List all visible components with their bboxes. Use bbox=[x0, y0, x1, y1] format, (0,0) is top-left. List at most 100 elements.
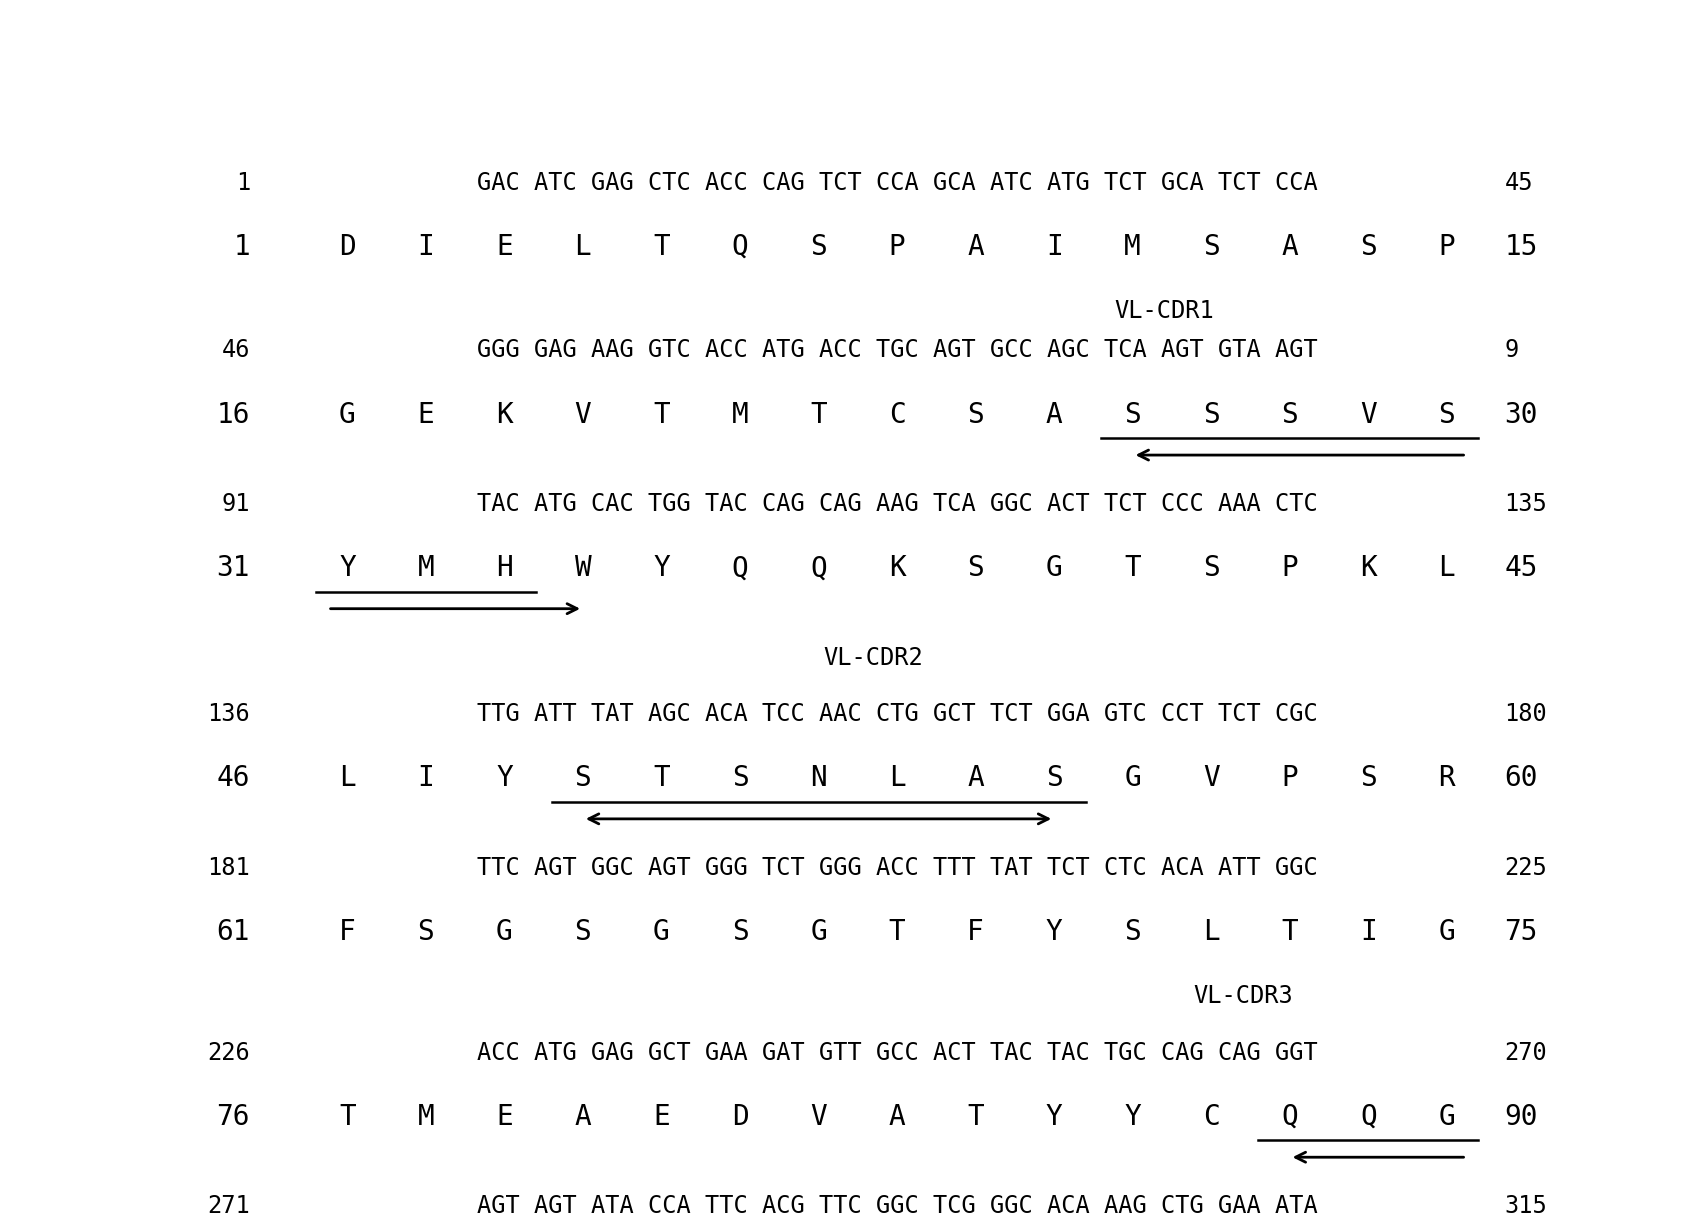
Text: TTC AGT GGC AGT GGG TCT GGG ACC TTT TAT TCT CTC ACA ATT GGC: TTC AGT GGC AGT GGG TCT GGG ACC TTT TAT … bbox=[477, 856, 1317, 880]
Text: 46: 46 bbox=[222, 339, 250, 362]
Text: E: E bbox=[496, 1103, 513, 1131]
Text: Q: Q bbox=[1281, 1103, 1298, 1131]
Text: S: S bbox=[731, 764, 748, 792]
Text: K: K bbox=[889, 554, 905, 583]
Text: F: F bbox=[968, 918, 983, 946]
Text: T: T bbox=[889, 918, 905, 946]
Text: Y: Y bbox=[1125, 1103, 1142, 1131]
Text: 9: 9 bbox=[1505, 339, 1518, 362]
Text: S: S bbox=[809, 233, 826, 261]
Text: G: G bbox=[1438, 918, 1455, 946]
Text: 15: 15 bbox=[1505, 233, 1539, 261]
Text: G: G bbox=[1046, 554, 1063, 583]
Text: 226: 226 bbox=[208, 1040, 250, 1065]
Text: M: M bbox=[417, 554, 435, 583]
Text: V: V bbox=[1203, 764, 1220, 792]
Text: GGG GAG AAG GTC ACC ATG ACC TGC AGT GCC AGC TCA AGT GTA AGT: GGG GAG AAG GTC ACC ATG ACC TGC AGT GCC … bbox=[477, 339, 1317, 362]
Text: W: W bbox=[574, 554, 591, 583]
Text: C: C bbox=[1203, 1103, 1220, 1131]
Text: Q: Q bbox=[1360, 1103, 1377, 1131]
Text: Y: Y bbox=[1046, 918, 1063, 946]
Text: L: L bbox=[339, 764, 356, 792]
Text: F: F bbox=[339, 918, 356, 946]
Text: Y: Y bbox=[1046, 1103, 1063, 1131]
Text: 76: 76 bbox=[216, 1103, 250, 1131]
Text: N: N bbox=[809, 764, 826, 792]
Text: P: P bbox=[889, 233, 905, 261]
Text: S: S bbox=[1203, 554, 1220, 583]
Text: G: G bbox=[1125, 764, 1142, 792]
Text: S: S bbox=[574, 764, 591, 792]
Text: S: S bbox=[1360, 764, 1377, 792]
Text: 45: 45 bbox=[1505, 554, 1539, 583]
Text: TTG ATT TAT AGC ACA TCC AAC CTG GCT TCT GGA GTC CCT TCT CGC: TTG ATT TAT AGC ACA TCC AAC CTG GCT TCT … bbox=[477, 703, 1317, 726]
Text: Y: Y bbox=[496, 764, 513, 792]
Text: VL-CDR3: VL-CDR3 bbox=[1193, 984, 1293, 1009]
Text: 1: 1 bbox=[233, 233, 250, 261]
Text: 225: 225 bbox=[1505, 856, 1547, 880]
Text: Q: Q bbox=[731, 554, 748, 583]
Text: AGT AGT ATA CCA TTC ACG TTC GGC TCG GGC ACA AAG CTG GAA ATA: AGT AGT ATA CCA TTC ACG TTC GGC TCG GGC … bbox=[477, 1195, 1317, 1218]
Text: GAC ATC GAG CTC ACC CAG TCT CCA GCA ATC ATG TCT GCA TCT CCA: GAC ATC GAG CTC ACC CAG TCT CCA GCA ATC … bbox=[477, 170, 1317, 195]
Text: I: I bbox=[417, 233, 435, 261]
Text: G: G bbox=[339, 400, 356, 428]
Text: Q: Q bbox=[809, 554, 826, 583]
Text: 270: 270 bbox=[1505, 1040, 1547, 1065]
Text: 90: 90 bbox=[1505, 1103, 1539, 1131]
Text: 180: 180 bbox=[1505, 703, 1547, 726]
Text: S: S bbox=[1360, 233, 1377, 261]
Text: S: S bbox=[968, 400, 983, 428]
Text: T: T bbox=[1281, 918, 1298, 946]
Text: C: C bbox=[889, 400, 905, 428]
Text: 1: 1 bbox=[235, 170, 250, 195]
Text: L: L bbox=[1438, 554, 1455, 583]
Text: A: A bbox=[1281, 233, 1298, 261]
Text: A: A bbox=[889, 1103, 905, 1131]
Text: Y: Y bbox=[339, 554, 356, 583]
Text: S: S bbox=[417, 918, 435, 946]
Text: V: V bbox=[574, 400, 591, 428]
Text: 45: 45 bbox=[1505, 170, 1534, 195]
Text: S: S bbox=[731, 918, 748, 946]
Text: P: P bbox=[1438, 233, 1455, 261]
Text: S: S bbox=[1203, 400, 1220, 428]
Text: S: S bbox=[968, 554, 983, 583]
Text: 271: 271 bbox=[208, 1195, 250, 1218]
Text: T: T bbox=[968, 1103, 983, 1131]
Text: A: A bbox=[968, 233, 983, 261]
Text: S: S bbox=[1125, 400, 1142, 428]
Text: V: V bbox=[1360, 400, 1377, 428]
Text: L: L bbox=[889, 764, 905, 792]
Text: VL-CDR2: VL-CDR2 bbox=[823, 646, 924, 670]
Text: K: K bbox=[496, 400, 513, 428]
Text: K: K bbox=[1360, 554, 1377, 583]
Text: M: M bbox=[1125, 233, 1142, 261]
Text: V: V bbox=[809, 1103, 826, 1131]
Text: 46: 46 bbox=[216, 764, 250, 792]
Text: 61: 61 bbox=[216, 918, 250, 946]
Text: T: T bbox=[809, 400, 826, 428]
Text: E: E bbox=[653, 1103, 670, 1131]
Text: E: E bbox=[496, 233, 513, 261]
Text: ACC ATG GAG GCT GAA GAT GTT GCC ACT TAC TAC TGC CAG CAG GGT: ACC ATG GAG GCT GAA GAT GTT GCC ACT TAC … bbox=[477, 1040, 1317, 1065]
Text: I: I bbox=[1046, 233, 1063, 261]
Text: M: M bbox=[731, 400, 748, 428]
Text: A: A bbox=[574, 1103, 591, 1131]
Text: S: S bbox=[574, 918, 591, 946]
Text: 91: 91 bbox=[222, 492, 250, 517]
Text: I: I bbox=[1360, 918, 1377, 946]
Text: S: S bbox=[1281, 400, 1298, 428]
Text: T: T bbox=[653, 233, 670, 261]
Text: Y: Y bbox=[653, 554, 670, 583]
Text: 60: 60 bbox=[1505, 764, 1539, 792]
Text: S: S bbox=[1203, 233, 1220, 261]
Text: M: M bbox=[417, 1103, 435, 1131]
Text: D: D bbox=[731, 1103, 748, 1131]
Text: 315: 315 bbox=[1505, 1195, 1547, 1218]
Text: 136: 136 bbox=[208, 703, 250, 726]
Text: 30: 30 bbox=[1505, 400, 1539, 428]
Text: 181: 181 bbox=[208, 856, 250, 880]
Text: 75: 75 bbox=[1505, 918, 1539, 946]
Text: G: G bbox=[653, 918, 670, 946]
Text: 135: 135 bbox=[1505, 492, 1547, 517]
